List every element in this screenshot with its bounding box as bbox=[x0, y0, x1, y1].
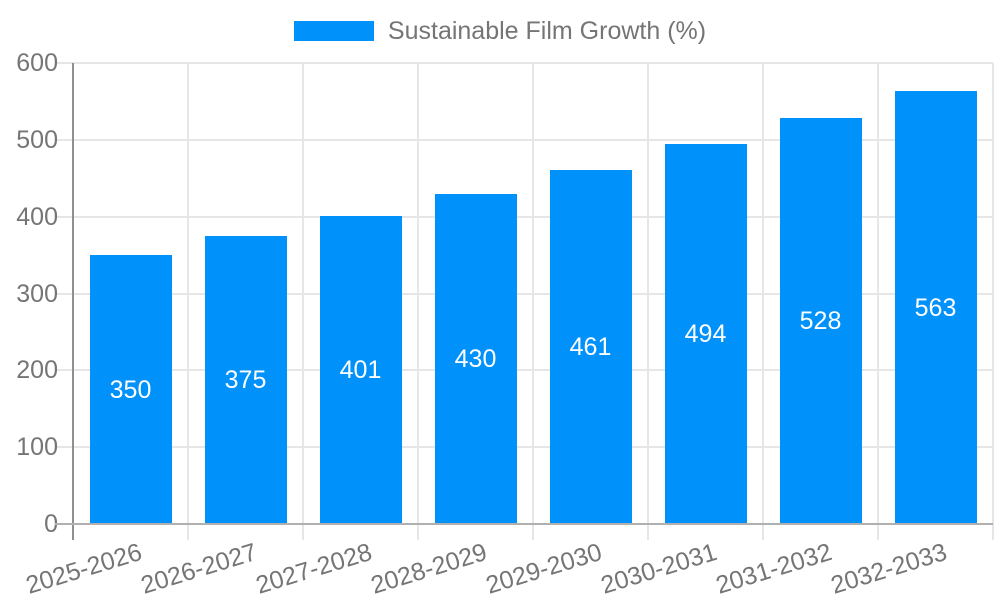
bar-2026-2027[interactable] bbox=[204, 235, 287, 524]
y-gridline bbox=[55, 215, 993, 218]
bar-2029-2030[interactable] bbox=[549, 169, 632, 524]
y-axis-tick-label: 100 bbox=[16, 433, 58, 462]
bar-value-label: 375 bbox=[224, 365, 267, 394]
bar-value-label: 401 bbox=[339, 355, 382, 384]
y-gridline bbox=[55, 138, 993, 141]
y-axis-tick-label: 400 bbox=[16, 202, 58, 231]
legend-swatch bbox=[293, 21, 374, 41]
bar-value-label: 430 bbox=[454, 344, 497, 373]
legend-label: Sustainable Film Growth (%) bbox=[387, 17, 707, 45]
y-gridline bbox=[55, 369, 993, 372]
y-axis-tick-label: 0 bbox=[44, 510, 58, 538]
bar-2032-2033[interactable] bbox=[894, 91, 977, 524]
legend-item[interactable]: Sustainable Film Growth (%) bbox=[0, 17, 1000, 45]
bar-2028-2029[interactable] bbox=[434, 193, 517, 524]
y-axis-tick-label: 600 bbox=[16, 49, 58, 77]
y-axis-line bbox=[72, 63, 74, 540]
bar-2030-2031[interactable] bbox=[664, 144, 747, 524]
y-axis-tick-label: 300 bbox=[16, 279, 58, 308]
x-gridline bbox=[877, 63, 879, 540]
bar-value-label: 350 bbox=[109, 375, 152, 404]
x-gridline bbox=[417, 63, 419, 540]
x-gridline bbox=[302, 63, 304, 540]
x-gridline bbox=[187, 63, 189, 540]
x-gridline bbox=[992, 63, 994, 540]
bar-value-label: 494 bbox=[684, 320, 727, 349]
bar-value-label: 528 bbox=[799, 307, 842, 336]
bar-2027-2028[interactable] bbox=[319, 215, 402, 524]
x-gridline bbox=[647, 63, 649, 540]
x-gridline bbox=[532, 63, 534, 540]
y-axis-tick-label: 200 bbox=[16, 356, 58, 385]
x-axis-line bbox=[55, 523, 993, 525]
bar-value-label: 461 bbox=[569, 332, 612, 361]
bar-2025-2026[interactable] bbox=[89, 255, 172, 524]
y-gridline bbox=[55, 62, 993, 64]
y-gridline bbox=[55, 292, 993, 295]
bar-2031-2032[interactable] bbox=[779, 118, 862, 524]
y-gridline bbox=[55, 446, 993, 449]
bar-value-label: 563 bbox=[914, 293, 957, 322]
x-gridline bbox=[762, 63, 764, 540]
y-axis-tick-label: 500 bbox=[16, 125, 58, 154]
